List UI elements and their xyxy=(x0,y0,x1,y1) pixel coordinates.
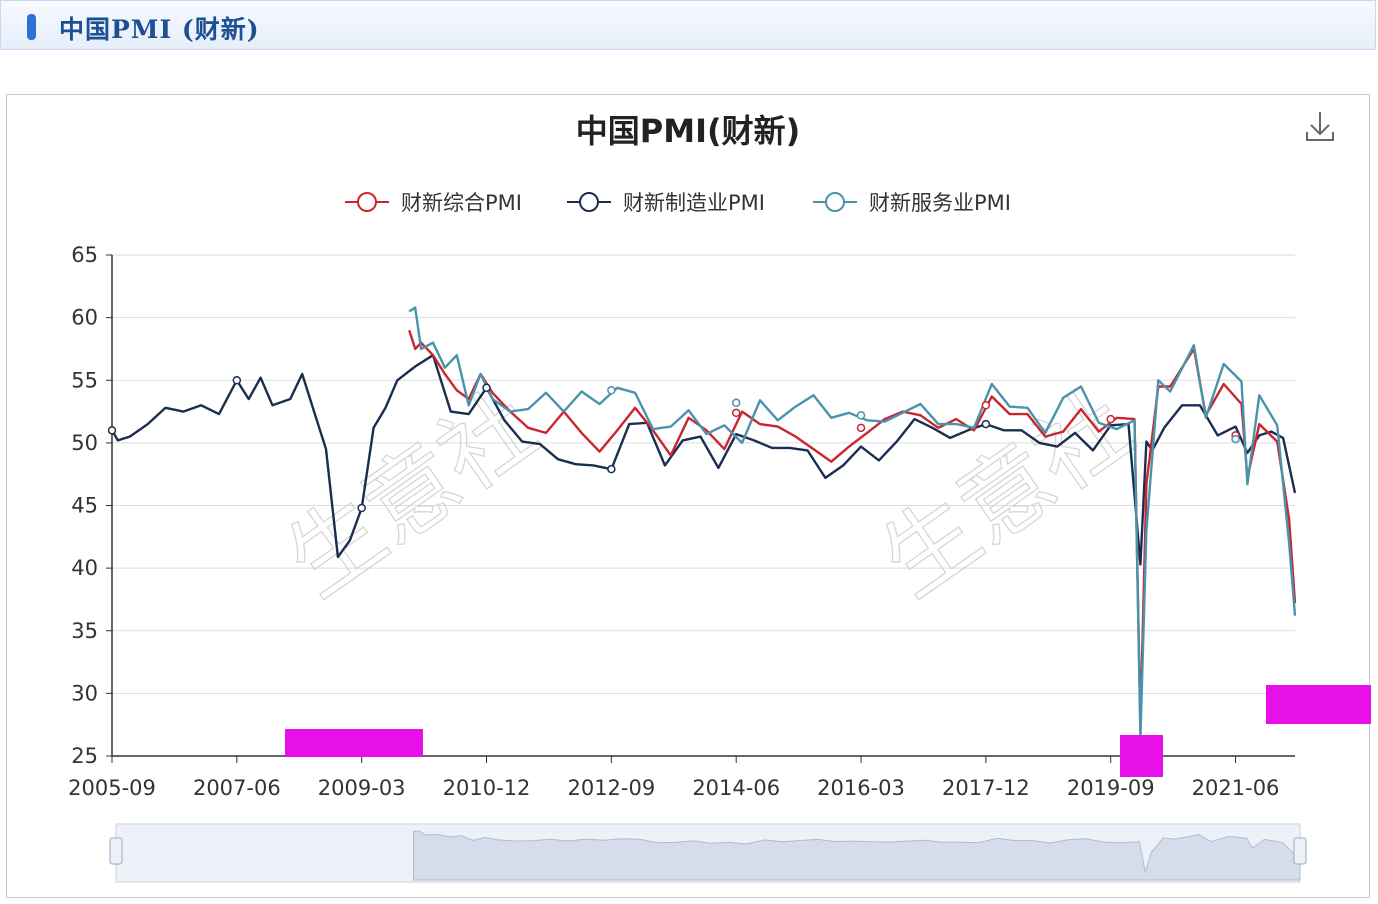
legend-label: 财新综合PMI xyxy=(401,191,522,215)
x-tick-label: 2005-09 xyxy=(68,776,156,800)
x-tick-label: 2016-03 xyxy=(817,776,905,800)
series-line-services xyxy=(408,306,1297,739)
x-tick-label: 2019-09 xyxy=(1067,776,1155,800)
x-tick-labels: 2005-09 2007-06 2009-03 2010-12 2012-09 2014-… xyxy=(68,776,1279,800)
redaction-box xyxy=(1120,735,1163,777)
watermark-text: 生意社 xyxy=(863,371,1150,617)
x-tick-label: 2012-09 xyxy=(567,776,655,800)
point-marker[interactable] xyxy=(731,408,741,418)
legend-item-composite[interactable]: 财新综合PMI xyxy=(345,191,522,215)
point-marker[interactable] xyxy=(981,419,991,429)
y-tick-label: 60 xyxy=(71,306,98,330)
y-tick-label: 45 xyxy=(71,494,98,518)
point-marker[interactable] xyxy=(607,464,616,474)
header-accent-bar xyxy=(27,14,36,40)
point-marker[interactable] xyxy=(232,376,242,385)
legend-label: 财新服务业PMI xyxy=(869,191,1011,215)
point-marker[interactable] xyxy=(1231,434,1240,444)
series-line-composite xyxy=(408,329,1297,726)
point-marker[interactable] xyxy=(1106,414,1115,424)
axes xyxy=(106,254,1295,763)
y-tick-label: 35 xyxy=(71,619,98,643)
redaction-box xyxy=(1266,685,1371,724)
legend: 财新综合PMI 财新制造业PMI 财新服务业PMI xyxy=(345,191,1011,215)
legend-marker xyxy=(579,192,599,212)
redaction-box xyxy=(285,729,423,757)
slider-handle-right[interactable] xyxy=(1293,837,1307,865)
point-marker[interactable] xyxy=(856,423,866,433)
y-tick-label: 25 xyxy=(71,744,98,768)
slider-overview xyxy=(413,830,1301,881)
series-line-manufacturing xyxy=(110,354,1297,566)
point-marker[interactable] xyxy=(482,383,491,393)
legend-marker xyxy=(825,192,845,212)
legend-marker xyxy=(357,192,377,212)
point-marker[interactable] xyxy=(107,426,117,435)
legend-label: 财新制造业PMI xyxy=(623,191,765,215)
x-tick-label: 2007-06 xyxy=(193,776,281,800)
data-zoom-slider[interactable] xyxy=(109,823,1307,883)
point-marker[interactable] xyxy=(357,503,366,513)
y-tick-labels: 25 30 35 40 45 50 55 60 65 xyxy=(71,243,98,768)
chart-title: 中国PMI(财新) xyxy=(576,112,800,150)
point-marker[interactable] xyxy=(981,401,991,410)
page-header: 中国PMI (财新) xyxy=(0,0,1376,50)
legend-item-services[interactable]: 财新服务业PMI xyxy=(813,191,1011,215)
point-marker[interactable] xyxy=(607,386,616,395)
x-tick-label: 2010-12 xyxy=(443,776,531,800)
point-markers xyxy=(107,376,1240,513)
y-tick-label: 55 xyxy=(71,368,98,392)
y-tick-label: 65 xyxy=(71,243,98,267)
x-tick-label: 2017-12 xyxy=(942,776,1030,800)
x-tick-label: 2014-06 xyxy=(692,776,780,800)
download-icon[interactable] xyxy=(1306,112,1334,141)
x-tick-label: 2021-06 xyxy=(1192,776,1280,800)
point-marker[interactable] xyxy=(856,411,866,420)
watermark-text: 生意社 xyxy=(268,371,555,617)
page-title: 中国PMI (财新) xyxy=(59,15,260,44)
point-marker[interactable] xyxy=(731,398,741,408)
x-tick-label: 2009-03 xyxy=(318,776,406,800)
slider-handle-left[interactable] xyxy=(109,837,123,865)
y-tick-label: 50 xyxy=(71,431,98,455)
legend-item-manufacturing[interactable]: 财新制造业PMI xyxy=(567,191,765,215)
y-tick-label: 30 xyxy=(71,681,98,705)
y-tick-label: 40 xyxy=(71,556,98,580)
